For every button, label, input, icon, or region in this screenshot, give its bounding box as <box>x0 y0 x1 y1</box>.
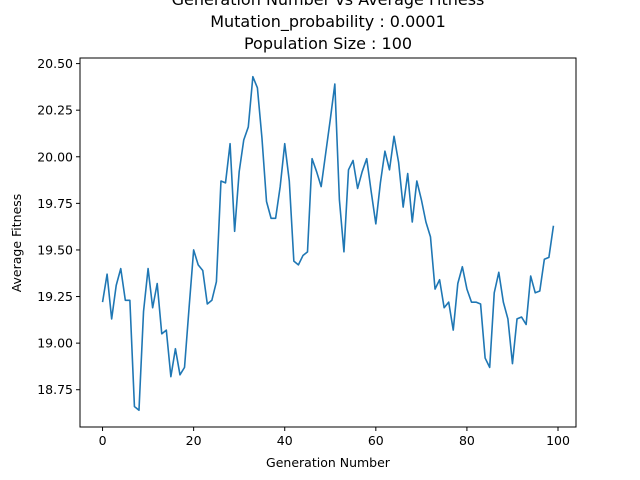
y-tick-label: 19.00 <box>37 336 73 351</box>
y-tick-label: 18.75 <box>37 382 73 397</box>
x-tick-label: 0 <box>99 433 107 448</box>
y-tick-label: 20.25 <box>37 103 73 118</box>
title-group: Generation Number vs Average Fitness Mut… <box>172 0 485 53</box>
series-line <box>101 75 555 412</box>
chart-title-line-2: Mutation_probability : 0.0001 <box>210 12 446 32</box>
x-tick-label: 40 <box>277 433 293 448</box>
y-tick-label: 19.50 <box>37 242 73 257</box>
x-axis-ticks: 0 20 40 60 80 100 <box>99 427 570 448</box>
series-group <box>101 75 555 412</box>
y-tick-label: 20.50 <box>37 56 73 71</box>
x-axis-label: Generation Number <box>266 455 391 470</box>
x-tick-label: 60 <box>368 433 384 448</box>
y-tick-label: 19.25 <box>37 289 73 304</box>
y-tick-label: 20.00 <box>37 149 73 164</box>
x-tick-label: 80 <box>459 433 475 448</box>
chart-title-line-3: Population Size : 100 <box>244 34 412 53</box>
y-axis-label: Average Fitness <box>9 194 24 293</box>
plot-frame <box>79 57 577 428</box>
x-tick-label: 100 <box>546 433 570 448</box>
y-axis-ticks: 18.75 19.00 19.25 19.50 19.75 20.00 20.25 20.50 <box>37 56 80 397</box>
x-tick-label: 20 <box>186 433 202 448</box>
chart-title-line-1: Generation Number vs Average Fitness <box>172 0 485 9</box>
y-tick-label: 19.75 <box>37 196 73 211</box>
